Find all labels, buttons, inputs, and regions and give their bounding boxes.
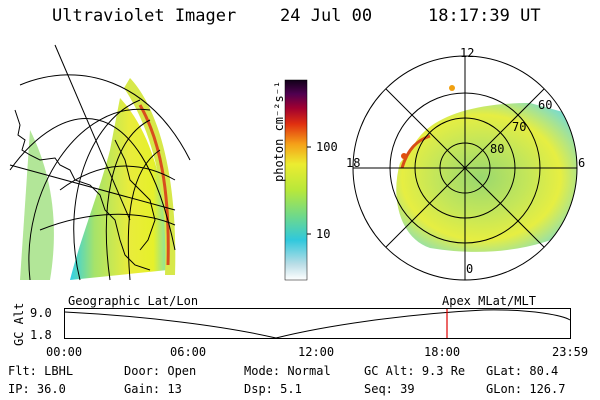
mlt-12-label: 12	[460, 46, 475, 60]
xtick-2359: 23:59	[552, 345, 589, 359]
info-dsp: Dsp: 5.1	[244, 382, 302, 396]
polar-bright-arc	[400, 134, 431, 169]
instrument-title: Ultraviolet Imager	[52, 6, 237, 26]
xtick-0000: 00:00	[46, 345, 83, 359]
info-door: Door: Open	[124, 364, 197, 378]
polar-uv-fill	[396, 103, 577, 252]
colorbar-gradient	[284, 79, 308, 281]
info-glat: GLat: 80.4	[486, 364, 559, 378]
altitude-ytick-high: 9.0	[30, 306, 52, 320]
mlat-80-label: 80	[490, 142, 505, 156]
altitude-ytick-low: 1.8	[30, 328, 52, 342]
polar-grid	[352, 55, 578, 281]
xtick-1800: 18:00	[424, 345, 461, 359]
right-panel-caption: Apex MLat/MLT	[442, 294, 536, 308]
auroral-peak-line	[138, 104, 170, 266]
polar-plot	[352, 55, 578, 281]
colorbar-label: photon cm⁻²s⁻¹	[272, 80, 286, 182]
altitude-ylabel: GC Alt	[12, 302, 26, 346]
info-gain: Gain: 13	[124, 382, 182, 396]
coastlines	[14, 109, 156, 271]
time-label: 18:17:39 UT	[428, 6, 541, 26]
mlat-70-label: 70	[512, 120, 527, 134]
colorbar-tick-10: 10	[316, 227, 331, 241]
auroral-oval-band	[124, 78, 176, 275]
uv-image-fill	[70, 98, 169, 280]
info-glon: GLon: 126.7	[486, 382, 566, 396]
info-gc-alt: GC Alt: 9.3 Re	[364, 364, 466, 378]
info-ip: IP: 36.0	[8, 382, 66, 396]
mlt-18-label: 18	[346, 156, 361, 170]
info-flt: Flt: LBHL	[8, 364, 74, 378]
altitude-curve	[64, 309, 571, 339]
colorbar-tick-100: 100	[316, 140, 338, 154]
info-mode: Mode: Normal	[244, 364, 331, 378]
colorbar	[284, 79, 311, 281]
altitude-plot-frame	[64, 308, 571, 339]
info-seq: Seq: 39	[364, 382, 415, 396]
xtick-0600: 06:00	[170, 345, 207, 359]
left-panel-caption: Geographic Lat/Lon	[68, 294, 199, 308]
date-label: 24 Jul 00	[280, 6, 373, 26]
geographic-map	[9, 44, 191, 281]
lat-lon-grid	[9, 44, 191, 281]
altitude-plot	[64, 308, 571, 339]
mlat-60-label: 60	[538, 98, 553, 112]
xtick-1200: 12:00	[298, 345, 335, 359]
mlt-0-label: 0	[466, 262, 474, 276]
mlt-6-label: 6	[578, 156, 586, 170]
